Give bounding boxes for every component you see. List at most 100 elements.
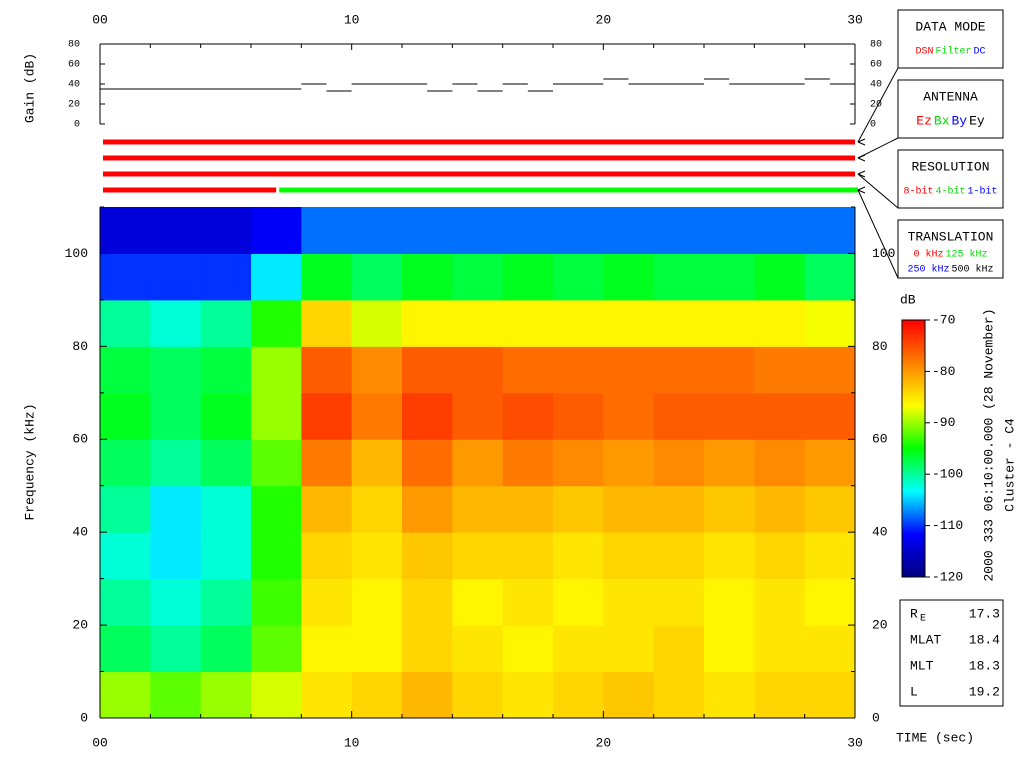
- orbit-value: 18.4: [969, 632, 1000, 647]
- heat-cell: [653, 439, 705, 487]
- heat-cell: [150, 625, 202, 673]
- heat-cell: [351, 625, 403, 673]
- heat-cell: [100, 207, 151, 254]
- x-tick-label: 10: [344, 735, 360, 750]
- status-bar: [103, 139, 855, 145]
- heat-cell: [452, 485, 504, 533]
- heat-cell: [100, 578, 151, 626]
- heat-cell: [603, 439, 655, 487]
- heat-cell: [653, 532, 705, 580]
- heat-cell: [150, 346, 202, 394]
- heat-cell: [150, 392, 202, 440]
- x-tick-label: 20: [596, 12, 612, 27]
- heat-cell: [100, 253, 151, 301]
- heat-cell: [200, 392, 252, 440]
- heat-cell: [251, 392, 302, 440]
- heat-cell: [251, 485, 302, 533]
- x-tick-label: 10: [344, 12, 360, 27]
- heat-cell: [251, 532, 302, 580]
- heat-cell: [704, 532, 755, 580]
- heat-cell: [150, 299, 202, 347]
- colorbar-label: dB: [900, 292, 916, 307]
- connector-arrow: [857, 154, 866, 159]
- heat-cell: [754, 439, 806, 487]
- legend-item: Filter: [936, 46, 972, 58]
- connector-arrow: [857, 157, 866, 162]
- heat-cell: [804, 392, 856, 440]
- heat-cell: [100, 346, 151, 394]
- heat-cell: [603, 578, 655, 626]
- heat-cell: [653, 299, 705, 347]
- legend-item: 250 kHz: [908, 264, 950, 276]
- y-tick-label: 60: [872, 432, 888, 447]
- heat-cell: [553, 532, 604, 580]
- colorbar: [901, 319, 926, 578]
- heat-cell: [804, 625, 856, 673]
- heat-cell: [804, 207, 856, 254]
- heat-cell: [200, 299, 252, 347]
- legend-item: Ez: [916, 113, 932, 128]
- y-tick-label: 0: [80, 710, 88, 725]
- heat-cell: [251, 346, 302, 394]
- heat-cell: [754, 671, 806, 719]
- legend-box: [897, 149, 1004, 209]
- heat-cell: [402, 207, 453, 254]
- heat-cell: [200, 207, 252, 254]
- heat-cell: [603, 532, 655, 580]
- y-tick-label: 60: [870, 60, 882, 71]
- heat-cell: [301, 485, 353, 533]
- heat-cell: [603, 671, 655, 719]
- heat-cell: [804, 671, 856, 719]
- legend-item: DC: [974, 47, 986, 58]
- heat-cell: [653, 207, 705, 254]
- connector: [857, 173, 899, 209]
- heat-cell: [502, 346, 554, 394]
- connector-arrow: [857, 170, 866, 175]
- heat-cell: [351, 439, 403, 487]
- orbit-box: [899, 599, 1004, 707]
- heat-cell: [100, 485, 151, 533]
- heat-cell: [754, 392, 806, 440]
- heat-cell: [502, 392, 554, 440]
- heat-cell: [452, 532, 504, 580]
- legend-title: TRANSLATION: [908, 229, 994, 244]
- heat-cell: [704, 346, 755, 394]
- colorbar-tick-label: -110: [932, 518, 963, 533]
- heat-cell: [351, 346, 403, 394]
- status-bar: [103, 155, 855, 161]
- y-tick-label: 40: [72, 525, 88, 540]
- heat-cell: [502, 207, 554, 254]
- y-tick-label: 60: [72, 432, 88, 447]
- heat-cell: [251, 253, 302, 301]
- y-tick-label: 80: [870, 40, 882, 51]
- heat-cell: [553, 485, 604, 533]
- heat-cell: [402, 253, 453, 301]
- heat-cell: [502, 253, 554, 301]
- heat-cell: [553, 299, 604, 347]
- orbit-value: 17.3: [969, 606, 1000, 621]
- heat-cell: [452, 346, 504, 394]
- heat-cell: [653, 671, 705, 719]
- heat-cell: [653, 392, 705, 440]
- heat-cell: [402, 578, 453, 626]
- y-tick-label: 0: [870, 120, 876, 131]
- x-axis-label: TIME (sec): [896, 730, 974, 745]
- heat-cell: [553, 578, 604, 626]
- heat-cell: [754, 346, 806, 394]
- caption: Cluster - C4: [1002, 418, 1017, 512]
- heat-cell: [754, 299, 806, 347]
- legend-title: ANTENNA: [923, 89, 978, 104]
- legend-item: 0 kHz: [914, 249, 944, 261]
- heat-cell: [603, 485, 655, 533]
- heat-cell: [100, 625, 151, 673]
- legend-title: DATA MODE: [915, 19, 985, 34]
- connector-arrow: [857, 138, 866, 143]
- heat-cell: [754, 253, 806, 301]
- x-tick-label: 20: [596, 735, 612, 750]
- y-tick-label: 40: [68, 80, 80, 91]
- heat-cell: [553, 392, 604, 440]
- heat-cell: [452, 625, 504, 673]
- heat-cell: [704, 392, 755, 440]
- heat-cell: [754, 578, 806, 626]
